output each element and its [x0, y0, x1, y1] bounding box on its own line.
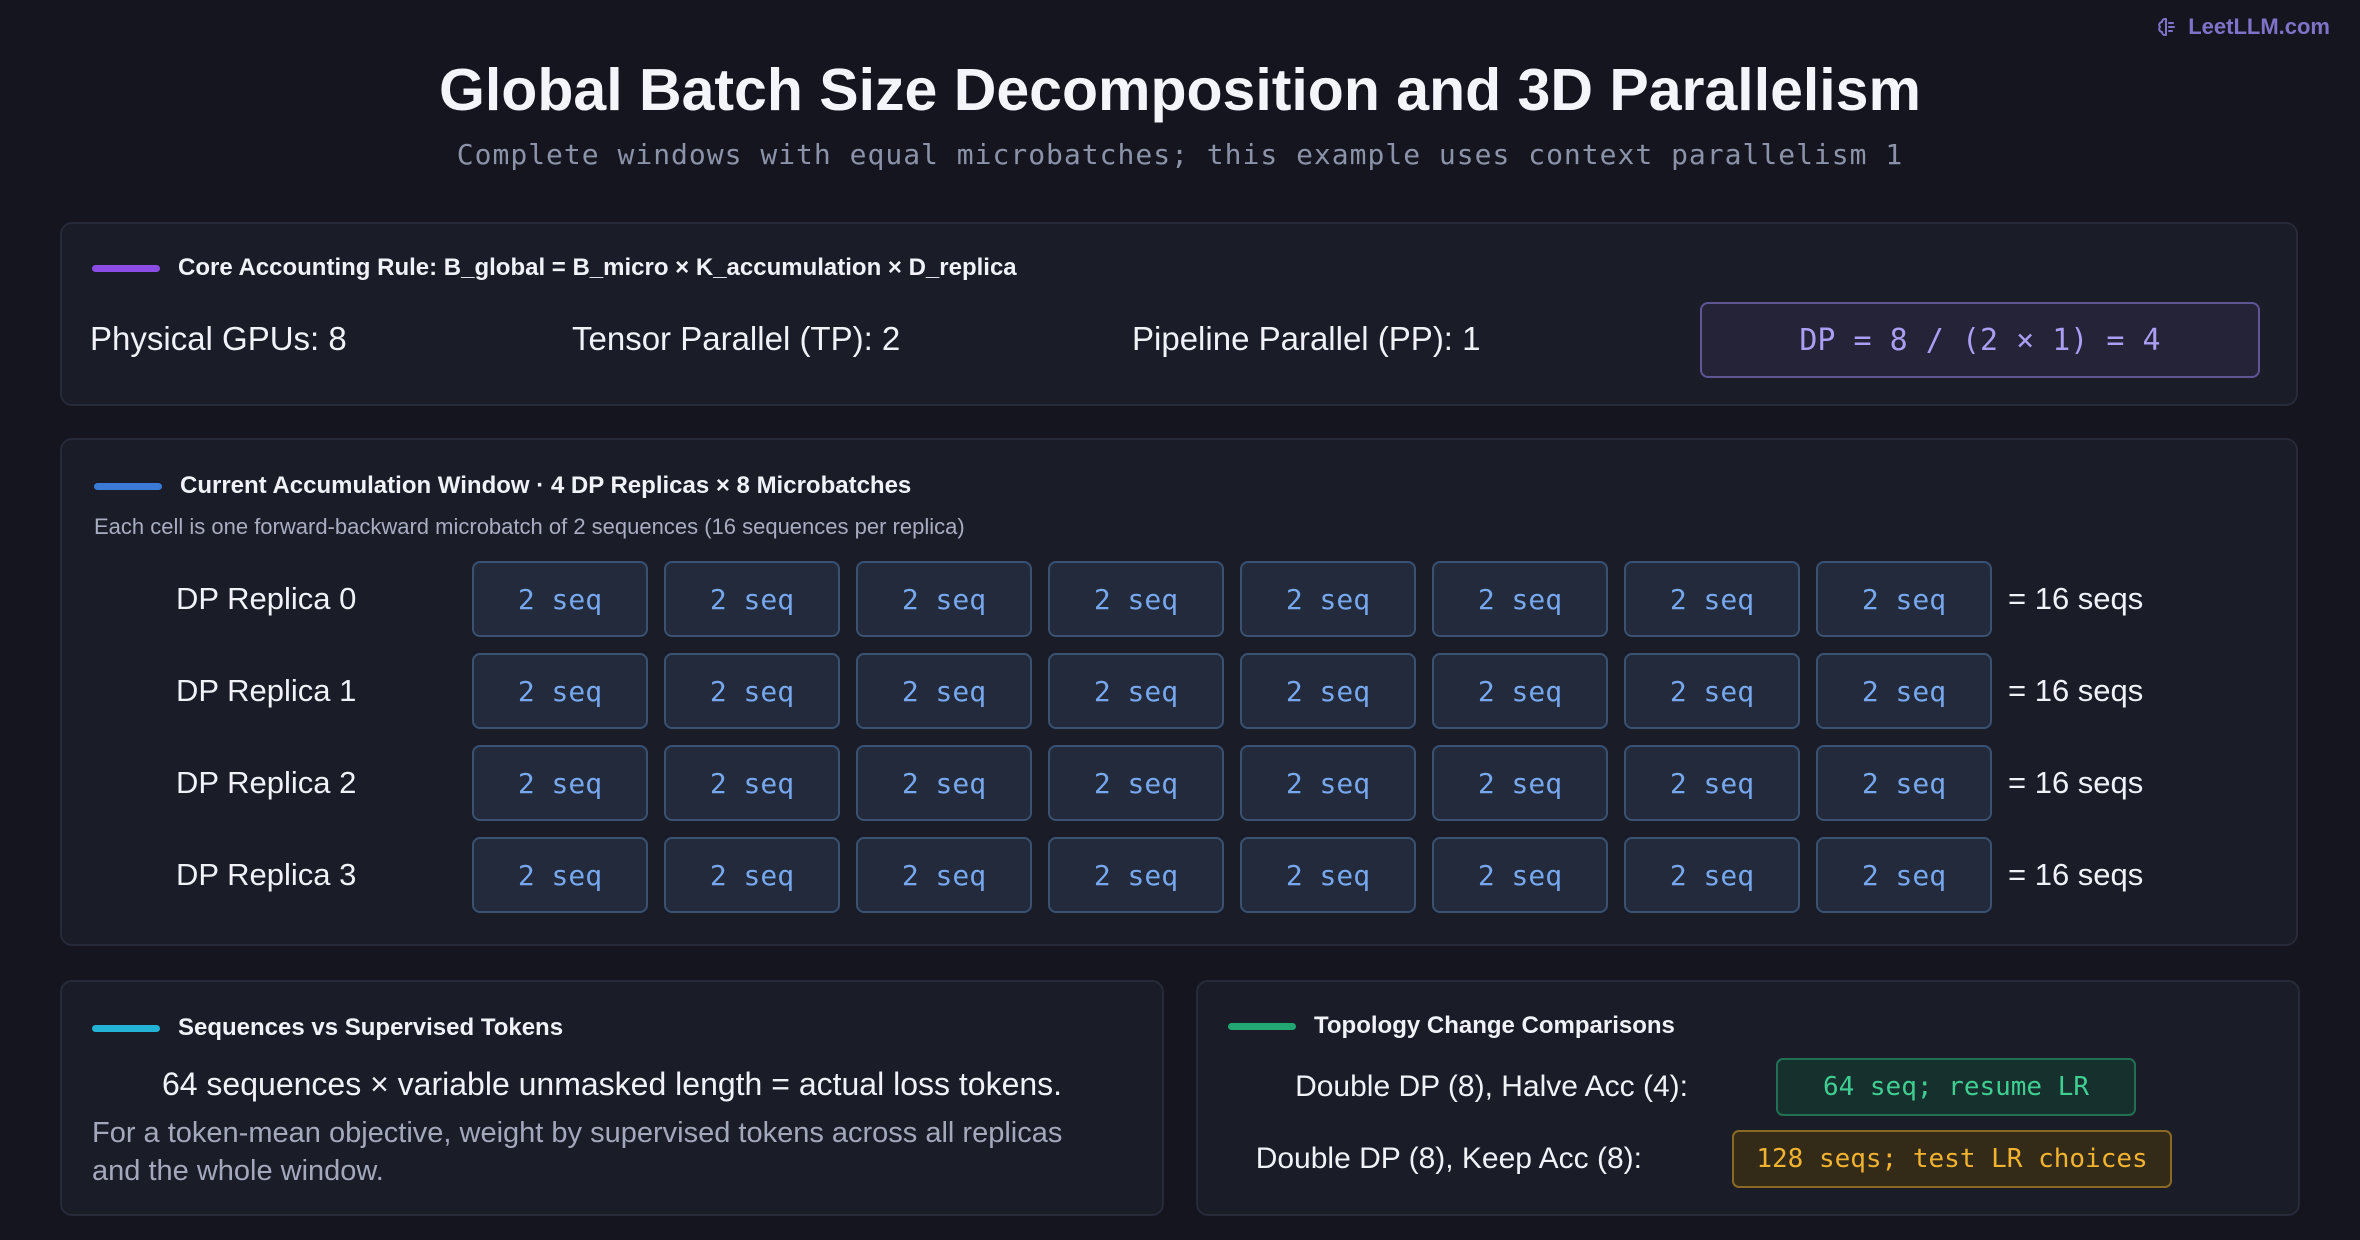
replica-total: = 16 seqs	[2008, 765, 2144, 800]
brand-name: LeetLLM.com	[2188, 14, 2330, 39]
topology-result-halve-acc: 64 seq; resume LR	[1776, 1058, 2136, 1116]
cyan-accent-bar	[92, 1024, 160, 1032]
window-heading: Current Accumulation Window · 4 DP Repli…	[180, 472, 912, 499]
microbatch-cell: 2 seq	[1624, 837, 1800, 913]
microbatch-cell: 2 seq	[856, 561, 1032, 637]
brand-link[interactable]: LeetLLM.com	[2156, 14, 2330, 40]
microbatch-cell: 2 seq	[1816, 561, 1992, 637]
microbatch-cell: 2 seq	[1816, 653, 1992, 729]
replica-total: = 16 seqs	[2008, 857, 2144, 892]
tokens-panel: Sequences vs Supervised Tokens 64 sequen…	[60, 980, 1164, 1216]
tensor-parallel: Tensor Parallel (TP): 2	[572, 320, 901, 357]
replica-label: DP Replica 2	[176, 765, 357, 800]
pipeline-parallel: Pipeline Parallel (PP): 1	[1132, 320, 1481, 357]
microbatch-cell: 2 seq	[664, 837, 840, 913]
microbatch-cell: 2 seq	[472, 561, 648, 637]
tokens-note: For a token-mean objective, weight by su…	[92, 1117, 1063, 1187]
microbatch-cell: 2 seq	[1240, 653, 1416, 729]
dp-formula-box: DP = 8 / (2 × 1) = 4	[1700, 302, 2260, 378]
microbatch-cell: 2 seq	[1240, 745, 1416, 821]
window-header: Current Accumulation Window · 4 DP Repli…	[94, 472, 911, 500]
replica-total: = 16 seqs	[2008, 581, 2144, 616]
green-accent-bar	[1228, 1022, 1296, 1030]
microbatch-cell: 2 seq	[664, 653, 840, 729]
replica-label: DP Replica 0	[176, 581, 357, 616]
tokens-equation: 64 sequences × variable unmasked length …	[161, 1066, 1063, 1102]
microbatch-cell: 2 seq	[664, 561, 840, 637]
replica-label: DP Replica 1	[176, 673, 357, 708]
core-rule-panel: Core Accounting Rule: B_global = B_micro…	[60, 222, 2298, 406]
microbatch-cell: 2 seq	[856, 745, 1032, 821]
microbatch-cell: 2 seq	[1048, 653, 1224, 729]
microbatch-cell: 2 seq	[1048, 837, 1224, 913]
microbatch-cell: 2 seq	[1432, 745, 1608, 821]
core-rule-heading: Core Accounting Rule: B_global = B_micro…	[178, 254, 1017, 281]
window-note: Each cell is one forward-backward microb…	[94, 514, 965, 539]
tokens-header: Sequences vs Supervised Tokens	[92, 1014, 563, 1042]
gpu-count: Physical GPUs: 8	[90, 320, 347, 357]
microbatch-cell: 2 seq	[1432, 653, 1608, 729]
microbatch-cell: 2 seq	[1624, 561, 1800, 637]
microbatch-cell: 2 seq	[472, 653, 648, 729]
microbatch-cell: 2 seq	[1816, 745, 1992, 821]
topology-heading: Topology Change Comparisons	[1314, 1012, 1675, 1039]
accumulation-window-panel: Current Accumulation Window · 4 DP Repli…	[60, 438, 2298, 946]
microbatch-cell: 2 seq	[1240, 561, 1416, 637]
microbatch-cell: 2 seq	[1432, 837, 1608, 913]
microbatch-cell: 2 seq	[472, 745, 648, 821]
microbatch-cell: 2 seq	[856, 837, 1032, 913]
replica-total: = 16 seqs	[2008, 673, 2144, 708]
topology-result-text: 128 seqs; test LR choices	[1756, 1144, 2148, 1174]
topology-panel: Topology Change Comparisons Double DP (8…	[1196, 980, 2300, 1216]
microbatch-cell: 2 seq	[1432, 561, 1608, 637]
page-title: Global Batch Size Decomposition and 3D P…	[439, 57, 1921, 123]
brain-icon	[2158, 18, 2176, 36]
microbatch-cell: 2 seq	[664, 745, 840, 821]
core-rule-header: Core Accounting Rule: B_global = B_micro…	[92, 254, 1017, 282]
topology-result-text: 64 seq; resume LR	[1822, 1072, 2090, 1102]
tokens-heading: Sequences vs Supervised Tokens	[178, 1014, 564, 1041]
microbatch-cell: 2 seq	[1816, 837, 1992, 913]
dp-formula: DP = 8 / (2 × 1) = 4	[1799, 322, 2161, 358]
topology-label-halve-acc: Double DP (8), Halve Acc (4):	[1295, 1070, 1688, 1103]
microbatch-cell: 2 seq	[1048, 561, 1224, 637]
microbatch-cell: 2 seq	[1048, 745, 1224, 821]
purple-accent-bar	[92, 264, 160, 272]
replica-label: DP Replica 3	[176, 857, 357, 892]
microbatch-cell: 2 seq	[472, 837, 648, 913]
microbatch-cell: 2 seq	[1624, 745, 1800, 821]
page-subtitle: Complete windows with equal microbatches…	[456, 138, 1904, 171]
blue-accent-bar	[94, 482, 162, 490]
topology-header: Topology Change Comparisons	[1228, 1012, 1675, 1040]
microbatch-cell: 2 seq	[1624, 653, 1800, 729]
topology-result-keep-acc: 128 seqs; test LR choices	[1732, 1130, 2172, 1188]
topology-label-keep-acc: Double DP (8), Keep Acc (8):	[1255, 1142, 1642, 1175]
microbatch-cell: 2 seq	[1240, 837, 1416, 913]
microbatch-cell: 2 seq	[856, 653, 1032, 729]
